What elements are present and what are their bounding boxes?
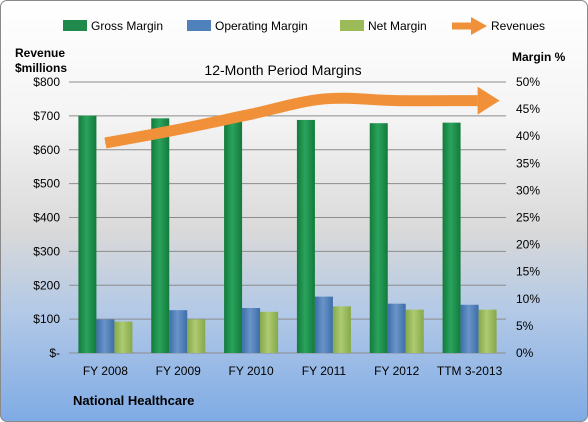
legend-label-operating-margin: Operating Margin bbox=[215, 19, 308, 33]
bar-operating-margin bbox=[242, 308, 261, 353]
bar-gross-margin bbox=[224, 121, 243, 353]
left-axis-title-line2: $millions bbox=[15, 61, 67, 75]
chart-title: 12-Month Period Margins bbox=[204, 62, 361, 78]
gridlines bbox=[69, 81, 506, 354]
x-tick-label: FY 2010 bbox=[229, 364, 274, 378]
right-tick-label: 20% bbox=[516, 238, 540, 252]
left-tick-label: $400 bbox=[33, 211, 60, 225]
company-name: National Healthcare bbox=[73, 393, 194, 408]
bar-operating-margin bbox=[387, 303, 406, 353]
bar-net-margin bbox=[187, 319, 206, 353]
bar-gross-margin bbox=[442, 122, 461, 354]
left-tick-label: $800 bbox=[33, 75, 60, 89]
legend-swatch-revenues bbox=[452, 17, 487, 35]
left-tick-label: $500 bbox=[33, 177, 60, 191]
right-tick-label: 5% bbox=[516, 319, 534, 333]
revenue-point bbox=[469, 100, 471, 102]
revenue-arrowhead bbox=[477, 86, 500, 115]
bar-net-margin bbox=[260, 311, 279, 353]
x-tick-label: TTM 3-2013 bbox=[437, 364, 503, 378]
right-tick-label: 50% bbox=[516, 75, 540, 89]
revenue-point bbox=[323, 98, 325, 100]
revenue-point bbox=[396, 100, 398, 102]
right-axis-title: Margin % bbox=[512, 50, 566, 64]
bar-net-margin bbox=[332, 306, 351, 353]
bar-net-margin bbox=[114, 321, 133, 353]
right-tick-label: 45% bbox=[516, 102, 540, 116]
revenue-line bbox=[104, 86, 500, 149]
bar-gross-margin bbox=[296, 119, 315, 353]
bar-gross-margin bbox=[78, 115, 97, 353]
left-axis-title-line1: Revenue bbox=[15, 46, 65, 60]
bar-operating-margin bbox=[314, 296, 333, 353]
legend-label-net-margin: Net Margin bbox=[368, 19, 427, 33]
left-tick-label: $700 bbox=[33, 109, 60, 123]
right-tick-label: 40% bbox=[516, 129, 540, 143]
legend: Gross Margin Operating Margin Net Margin… bbox=[63, 17, 545, 35]
left-tick-label: $100 bbox=[33, 312, 60, 326]
bar-gross-margin bbox=[151, 118, 170, 354]
right-tick-label: 35% bbox=[516, 156, 540, 170]
revenue-point bbox=[177, 128, 179, 130]
right-tick-label: 15% bbox=[516, 265, 540, 279]
x-tick-label: FY 2012 bbox=[374, 364, 419, 378]
right-tick-label: 10% bbox=[516, 292, 540, 306]
right-tick-label: 25% bbox=[516, 211, 540, 225]
x-tick-label: FY 2008 bbox=[83, 364, 128, 378]
revenue-point bbox=[250, 113, 252, 115]
bar-net-margin bbox=[478, 309, 497, 353]
bar-gross-margin bbox=[369, 123, 388, 353]
left-tick-label: $600 bbox=[33, 143, 60, 157]
bar-operating-margin bbox=[169, 310, 188, 353]
bars bbox=[78, 115, 497, 354]
legend-label-revenues: Revenues bbox=[491, 19, 545, 33]
legend-label-gross-margin: Gross Margin bbox=[91, 19, 163, 33]
right-tick-label: 30% bbox=[516, 183, 540, 197]
legend-swatch-operating-margin bbox=[187, 20, 211, 31]
revenue-point bbox=[104, 142, 106, 144]
legend-swatch-net-margin bbox=[340, 20, 364, 31]
axes: $- $100 $200 $300 $400 $500 $600 $700 $800 0% 5% 10… bbox=[33, 75, 540, 378]
bar-operating-margin bbox=[460, 304, 479, 353]
left-tick-label: $200 bbox=[33, 278, 60, 292]
x-tick-label: FY 2009 bbox=[156, 364, 201, 378]
bar-operating-margin bbox=[96, 319, 115, 353]
revenue-line-path bbox=[104, 92, 478, 149]
x-tick-label: FY 2011 bbox=[302, 364, 347, 378]
legend-swatch-gross-margin bbox=[63, 20, 87, 31]
bar-net-margin bbox=[405, 309, 424, 353]
right-tick-label: 0% bbox=[516, 346, 534, 360]
left-tick-label: $300 bbox=[33, 244, 60, 258]
left-tick-label: $- bbox=[49, 346, 60, 360]
